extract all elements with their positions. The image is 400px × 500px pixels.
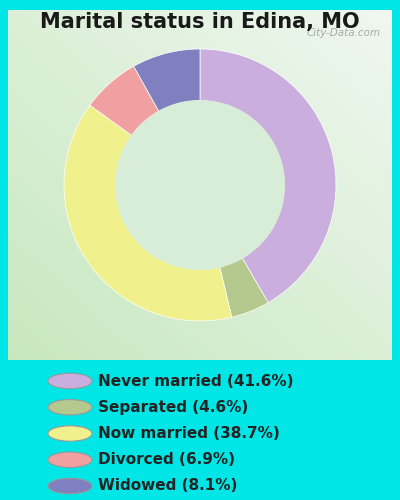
Text: Separated (4.6%): Separated (4.6%): [98, 400, 248, 415]
Wedge shape: [200, 49, 336, 302]
Text: Divorced (6.9%): Divorced (6.9%): [98, 452, 235, 467]
Circle shape: [48, 452, 92, 468]
Circle shape: [48, 478, 92, 494]
Wedge shape: [134, 49, 200, 112]
Circle shape: [116, 100, 284, 270]
Circle shape: [48, 374, 92, 388]
Circle shape: [48, 400, 92, 415]
Text: Now married (38.7%): Now married (38.7%): [98, 426, 280, 441]
Circle shape: [48, 426, 92, 441]
Wedge shape: [90, 66, 159, 136]
Text: Widowed (8.1%): Widowed (8.1%): [98, 478, 237, 494]
Wedge shape: [220, 258, 268, 317]
Text: Never married (41.6%): Never married (41.6%): [98, 374, 294, 388]
Wedge shape: [64, 105, 232, 321]
Text: City-Data.com: City-Data.com: [306, 28, 380, 38]
Text: Marital status in Edina, MO: Marital status in Edina, MO: [40, 12, 360, 32]
